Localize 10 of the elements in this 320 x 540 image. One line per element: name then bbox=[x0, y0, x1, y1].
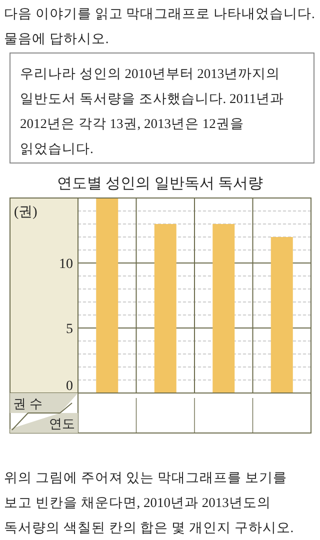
text: 다음 이야기를 읽고 막대그래프로 나타내었습니다. 물음에 답하시오. bbox=[4, 6, 315, 46]
y-axis-title: (권) bbox=[14, 205, 38, 220]
y-tick-label: 0 bbox=[66, 379, 73, 394]
y-tick-label: 10 bbox=[59, 257, 73, 272]
chart-title: 연도별 성인의 일반독서 독서량 bbox=[56, 176, 264, 192]
x-axis-title: 연도 bbox=[49, 416, 75, 431]
y-tick-label: 5 bbox=[66, 322, 73, 337]
text: 권 수 bbox=[13, 396, 42, 411]
text: 우리나라 성인의 2010년부터 2013년까지의 일반도서 독서량을 조사했습니다. 2011년과 2012년은 각각 13권, 2013년은 12권을 읽었습니다. bbox=[20, 66, 284, 156]
text: 위의 그림에 주어져 있는 막대그래프를 보기를 보고 빈칸을 채운다면, 2010년과 2013년도의 독서량의 색칠된 칸의 합은 몇 개인지 구하시오. bbox=[4, 470, 294, 535]
